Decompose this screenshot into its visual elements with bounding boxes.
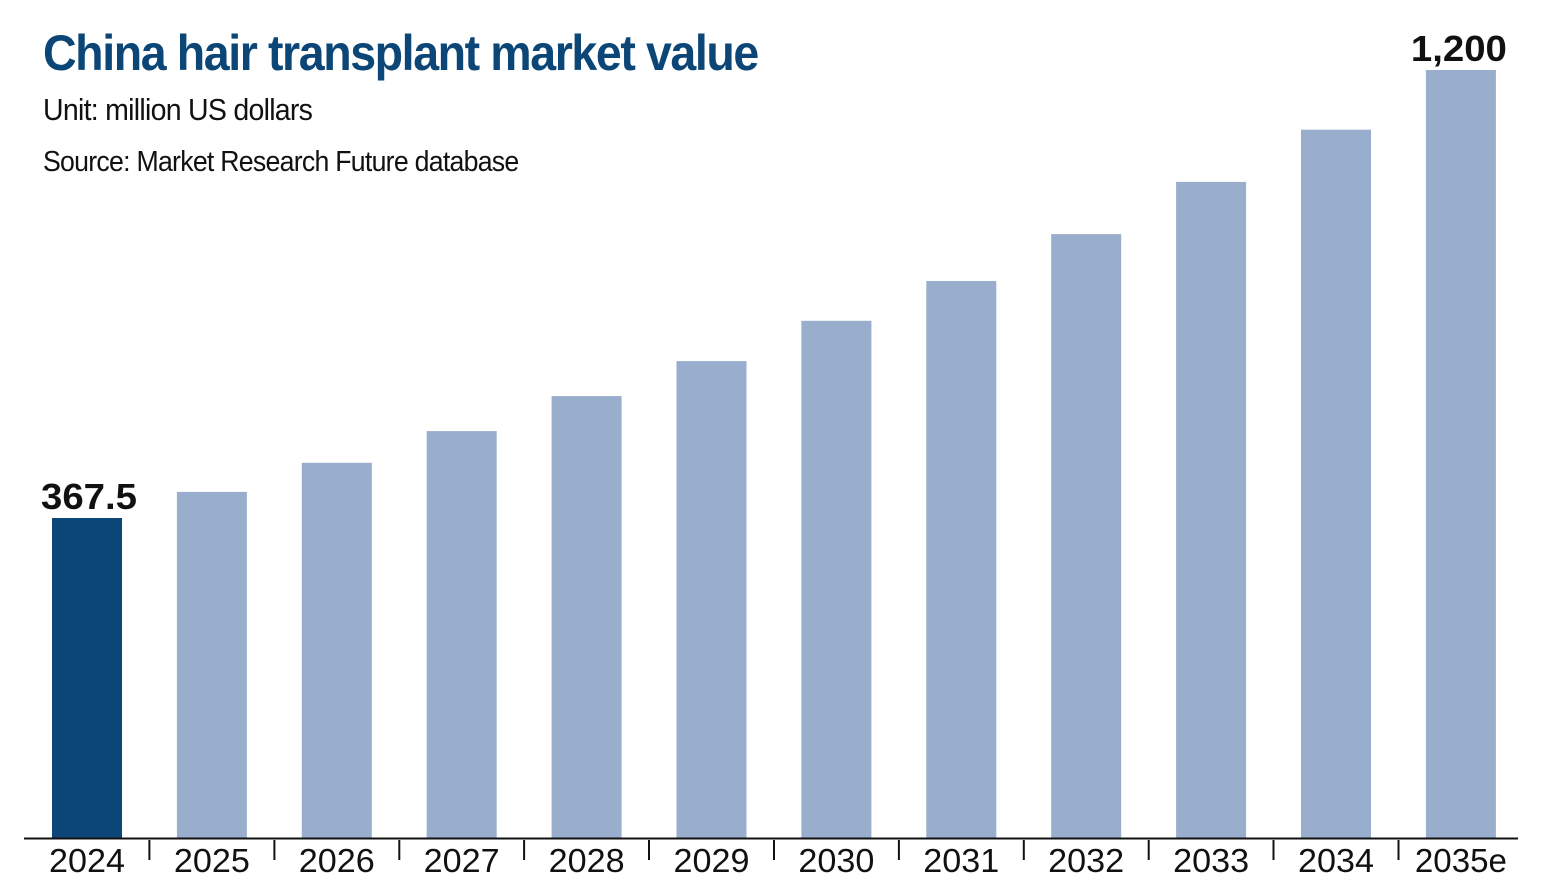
chart-source: Source: Market Research Future database — [43, 146, 519, 178]
x-tick-label-2024: 2024 — [49, 842, 125, 879]
bar-2031 — [926, 281, 997, 838]
x-tick-label-2029: 2029 — [674, 842, 750, 879]
x-tick-label-2025: 2025 — [174, 842, 250, 879]
bar-2024 — [52, 518, 122, 838]
bar-2027 — [426, 431, 497, 838]
x-tick-label-2035e: 2035e — [1415, 842, 1507, 879]
x-tick-label-2034: 2034 — [1298, 842, 1374, 879]
x-tick-label-2032: 2032 — [1048, 842, 1124, 879]
x-ticks-group — [148, 840, 1400, 860]
bar-2029 — [676, 361, 747, 838]
x-tick-label-2030: 2030 — [798, 842, 874, 879]
bar-2030 — [801, 320, 872, 838]
bar-2032 — [1051, 234, 1122, 839]
data-label-2024: 367.5 — [41, 476, 137, 517]
x-tick-labels-group: 2024 2025 2026 2027 2028 2029 2030 2031 2032 2033… — [49, 842, 1507, 879]
chart-unit: Unit: million US dollars — [43, 92, 313, 127]
bar-2035e — [1425, 70, 1496, 838]
bar-2028 — [551, 396, 622, 838]
data-labels-group: 367.5 1,200 — [41, 28, 1507, 517]
x-tick-label-2033: 2033 — [1173, 842, 1249, 879]
bar-2026 — [301, 462, 372, 838]
x-tick-label-2028: 2028 — [549, 842, 625, 879]
bars-group — [52, 70, 1496, 839]
x-tick-label-2027: 2027 — [424, 842, 500, 879]
bar-2033 — [1176, 181, 1247, 838]
bar-2034 — [1301, 129, 1371, 838]
bar-2025 — [176, 491, 247, 838]
data-label-2035e: 1,200 — [1411, 28, 1507, 69]
chart-title: China hair transplant market value — [43, 25, 759, 81]
x-tick-label-2031: 2031 — [923, 842, 999, 879]
x-tick-label-2026: 2026 — [299, 842, 375, 879]
